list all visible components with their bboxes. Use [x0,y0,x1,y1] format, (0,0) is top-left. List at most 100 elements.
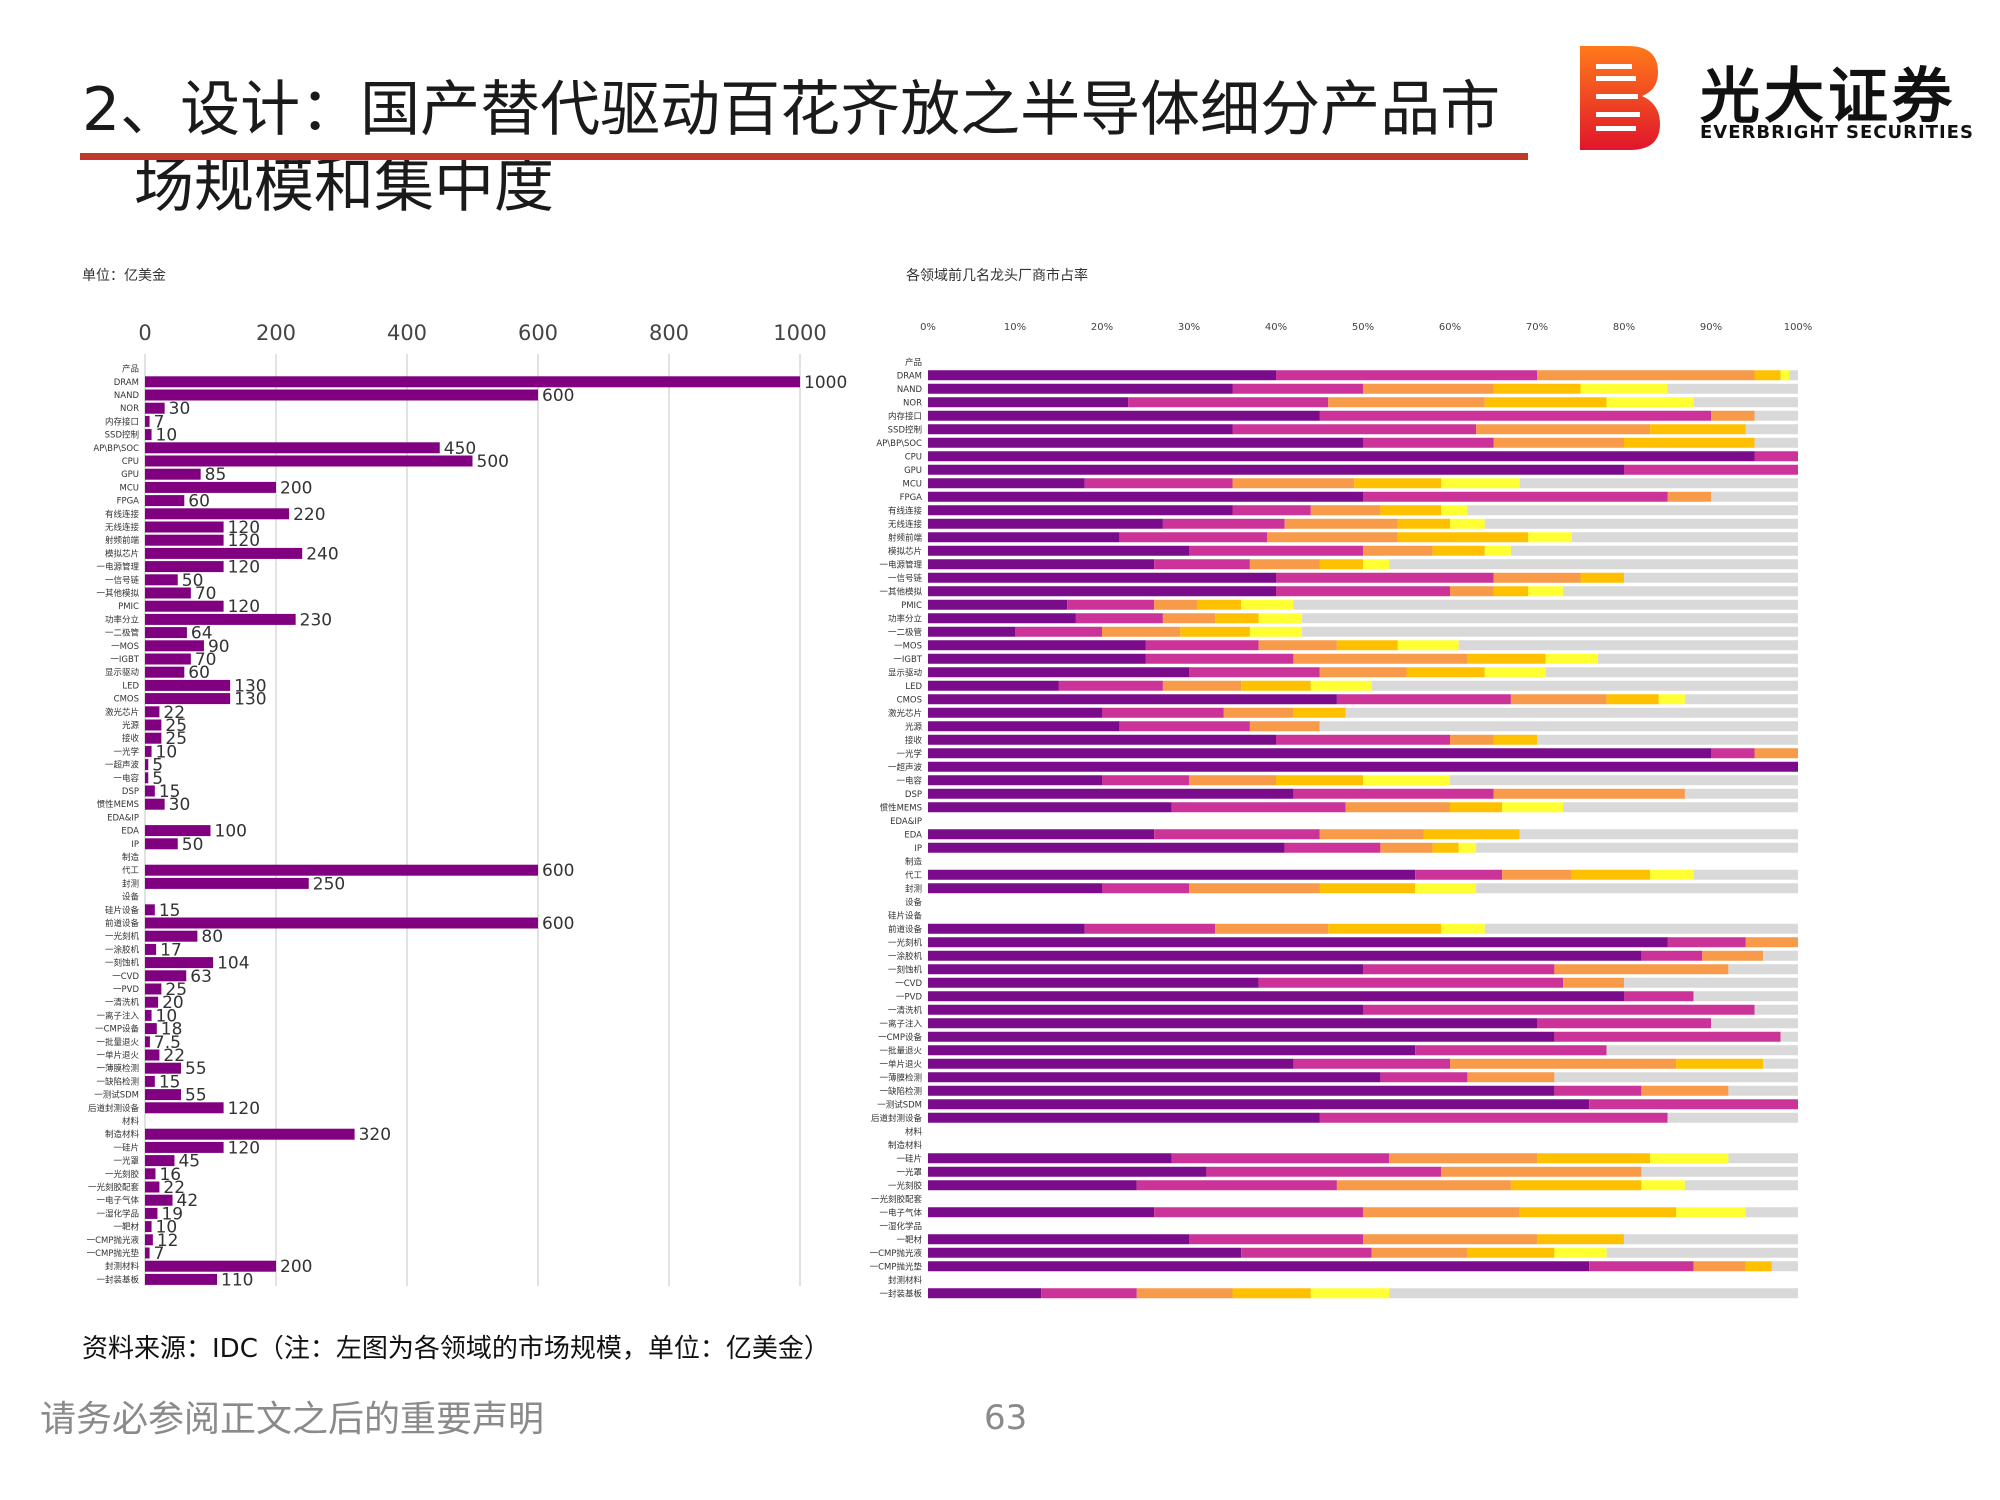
share-segment [1667,937,1746,948]
data-label: 5 [152,769,163,789]
bar [145,772,149,784]
category-label: GPU [121,470,139,480]
share-segment [1058,680,1163,691]
page-title-line-2: 场规模和集中度 [134,151,554,221]
category-label: 一缺陷检测 [96,1076,139,1087]
data-label: 63 [190,967,212,987]
share-segment [1467,653,1546,664]
category-label: 一光学 [896,748,922,759]
share-segment [1067,599,1155,610]
share-segment-other [1389,1288,1798,1299]
category-label: 一光刻胶 [105,1169,140,1180]
share-segment-other [1484,923,1798,934]
category-label: 一CMP设备 [878,1032,922,1043]
share-segment [1423,829,1520,840]
category-label: 一光罩 [896,1167,922,1178]
share-segment [1380,842,1433,853]
category-label: 一信号链 [888,573,923,584]
share-segment [1441,505,1468,516]
bar [145,1009,152,1021]
category-label: 前道设备 [105,918,140,929]
category-label: 前道设备 [888,924,923,935]
category-label: 一CMP抛光垫 [870,1261,923,1272]
share-segment [1441,1166,1642,1177]
share-segment [1650,424,1746,435]
share-segment [928,707,1102,718]
category-label: 一光刻机 [888,937,923,948]
share-segment [1276,370,1537,381]
category-label: 封测材料 [888,1275,923,1286]
bar [145,943,157,955]
share-segment [1537,1234,1624,1245]
share-segment [1119,532,1268,543]
data-label: 450 [444,439,476,459]
data-label: 10 [156,742,178,762]
share-segment-other [1763,950,1798,961]
share-segment [1580,572,1624,583]
category-label: 一刻蚀机 [888,964,923,975]
source-note: 资料来源：IDC（注：左图为各领域的市场规模，单位：亿美金） [82,1334,830,1364]
data-label: 85 [205,465,227,485]
share-segment [1354,478,1442,489]
data-label: 7.5 [154,1033,181,1053]
share-segment [928,721,1120,732]
category-label: PMIC [118,602,139,612]
x-tick-label: 70% [1526,322,1548,333]
bar [145,1089,182,1101]
share-segment [928,518,1163,529]
data-label: 120 [228,1099,260,1119]
data-label: 500 [477,452,509,472]
category-label: NAND [114,391,140,401]
bar [145,996,159,1008]
share-segment [928,829,1155,840]
data-label: 42 [177,1191,199,1211]
share-segment [1310,1288,1390,1299]
data-label: 120 [228,1138,260,1158]
share-segment [1171,802,1346,813]
category-label: DRAM [897,371,922,381]
share-segment [1128,397,1329,408]
share-segment [928,1288,1042,1299]
x-tick-label: 80% [1613,322,1635,333]
share-segment [1745,937,1798,948]
share-segment [1363,545,1433,556]
bar [145,508,290,520]
share-segment [1145,653,1294,664]
data-label: 80 [201,927,223,947]
share-segment [1641,1085,1729,1096]
category-label: 一二极管 [105,628,139,639]
share-segment [1319,883,1416,894]
data-label: 7 [154,412,165,432]
share-segment [928,680,1059,691]
data-label: 20 [162,993,184,1013]
category-label: 一硅片 [113,1142,139,1153]
share-segment [1537,1153,1651,1164]
category-label: 一电源管理 [879,559,922,570]
category-label: 一电源管理 [96,562,139,573]
share-segment-other [1763,1058,1798,1069]
share-segment [1493,437,1624,448]
category-label: CMOS [897,695,922,705]
share-segment [1241,680,1311,691]
x-tick-label: 10% [1004,322,1026,333]
share-segment [1223,707,1294,718]
brand-name-en: EVERBRIGHT SECURITIES [1700,122,1974,143]
share-segment [1380,1072,1468,1083]
data-label: 25 [165,716,187,736]
category-label: DSP [905,790,922,800]
bar [145,1168,156,1180]
bar [145,455,473,467]
share-segment [1484,545,1511,556]
share-segment-other [1745,424,1798,435]
share-segment [928,802,1172,813]
share-segment [1658,694,1685,705]
x-tick-label: 0 [138,321,151,345]
page-number: 63 [984,1398,1028,1438]
data-label: 130 [234,676,266,696]
share-segment [1189,883,1320,894]
share-segment [1197,599,1242,610]
share-segment [928,586,1276,597]
share-segment-other [1641,1166,1798,1177]
data-label: 10 [156,1218,178,1238]
bar [145,481,276,493]
